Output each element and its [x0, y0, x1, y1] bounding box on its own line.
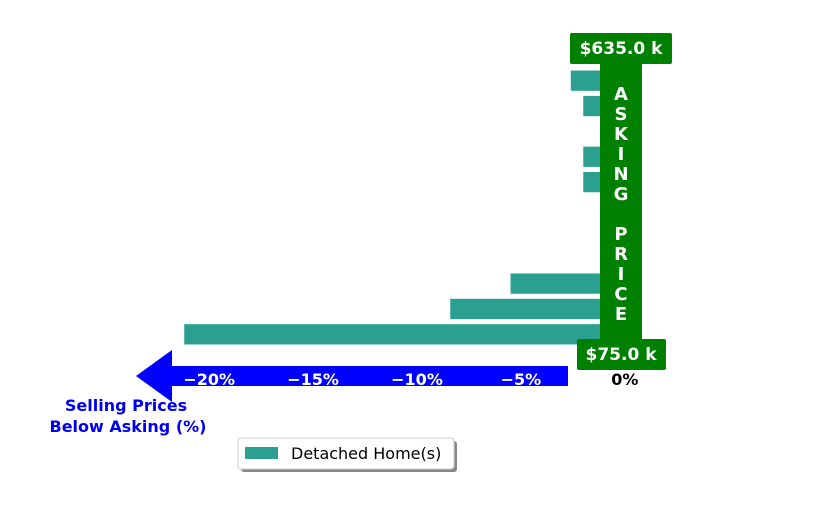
vertical-letter: P: [614, 224, 627, 245]
legend: Detached Home(s): [237, 437, 457, 472]
vertical-letter: G: [614, 184, 629, 205]
x-tick-label: −15%: [287, 370, 339, 389]
vertical-letter: I: [618, 144, 625, 165]
x-axis-arrow: [136, 350, 568, 402]
legend-swatch: [245, 447, 278, 459]
x-tick-label: 0%: [611, 370, 638, 389]
vertical-letter: [618, 204, 624, 225]
bar: [510, 273, 625, 294]
x-axis-label-line-2: Below Asking (%): [50, 417, 207, 436]
vertical-letter: R: [614, 244, 628, 265]
price-top-label: $635.0 k: [580, 39, 664, 59]
bar: [184, 324, 625, 345]
vertical-letter: S: [615, 104, 628, 125]
x-axis-ticks: −20% −15% −10% −5% 0%: [183, 370, 638, 389]
arrow-head: [136, 350, 172, 402]
x-axis-label: Selling Prices Below Asking (%): [50, 396, 207, 436]
vertical-letter: N: [613, 164, 628, 185]
vertical-letter: E: [615, 304, 627, 325]
x-tick-label: −20%: [183, 370, 235, 389]
x-axis-label-line-1: Selling Prices: [65, 396, 187, 415]
x-tick-label: −10%: [391, 370, 443, 389]
bar: [450, 298, 625, 320]
legend-series-label: Detached Home(s): [291, 444, 441, 463]
price-bottom-label: $75.0 k: [586, 345, 658, 365]
asking-price-band: [600, 62, 642, 350]
legend-box: [237, 437, 455, 470]
bars-group: [184, 70, 629, 345]
price-top-badge: $635.0 k: [570, 33, 672, 64]
vertical-letter: C: [614, 284, 627, 305]
vertical-letter: A: [614, 84, 628, 105]
price-bottom-badge: $75.0 k: [577, 339, 666, 370]
vertical-letter: I: [618, 264, 625, 285]
x-tick-label: −5%: [501, 370, 542, 389]
vertical-letter: K: [614, 124, 629, 145]
arrow-shaft: [170, 366, 568, 386]
